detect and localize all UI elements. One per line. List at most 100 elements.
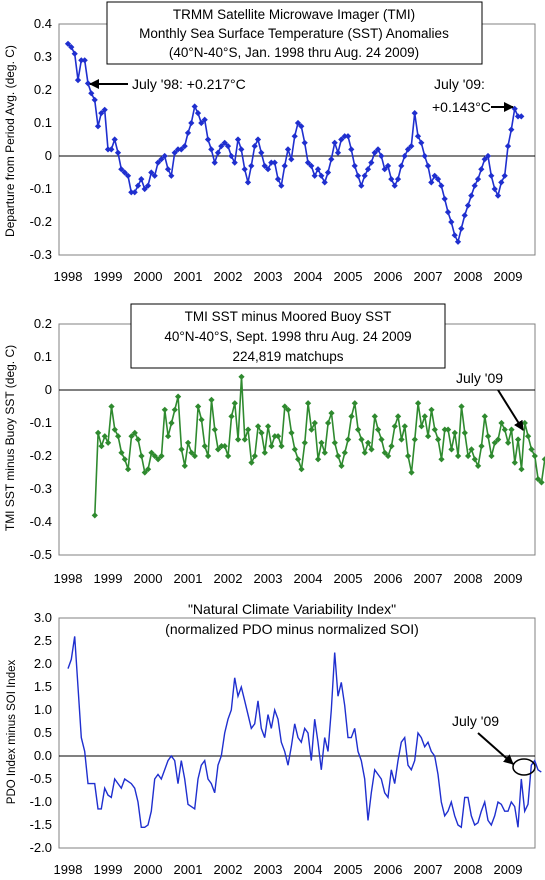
- y-tick-label: 0.5: [34, 725, 52, 740]
- data-point: [114, 149, 122, 156]
- y-tick-label: 0.1: [34, 349, 52, 364]
- data-point: [318, 439, 325, 446]
- data-point: [184, 129, 192, 137]
- data-point: [204, 452, 212, 460]
- data-point: [214, 446, 222, 453]
- data-point: [161, 406, 168, 413]
- y-tick-labels: 3.0 2.5 2.0 1.5 1.0 0.5 0.0 -0.5 -1.0 -1…: [30, 610, 52, 855]
- data-point: [478, 442, 485, 450]
- data-point: [294, 456, 302, 463]
- data-point: [384, 452, 392, 460]
- data-point: [278, 442, 285, 450]
- y-axis-label: TMI SST minus Buoy SST (deg. C): [3, 345, 17, 531]
- data-point: [268, 442, 275, 450]
- data-point: [198, 119, 205, 127]
- data-point: [328, 156, 335, 163]
- data-point: [178, 446, 185, 453]
- data-point: [438, 182, 445, 189]
- data-point: [254, 423, 262, 430]
- data-point: [448, 218, 455, 226]
- data-point: [494, 192, 502, 199]
- data-point: [471, 182, 478, 189]
- data-point: [474, 462, 482, 470]
- annotation-label: July '09: [456, 370, 503, 386]
- data-point: [348, 146, 355, 153]
- data-point: [194, 109, 202, 117]
- data-point: [284, 406, 292, 413]
- x-tick-label: 2008: [454, 862, 483, 877]
- x-tick-label: 2006: [374, 571, 403, 586]
- data-point: [378, 436, 385, 443]
- data-point: [361, 172, 368, 179]
- data-point: [411, 436, 418, 443]
- data-point: [91, 512, 98, 519]
- y-tick-label: -0.1: [30, 181, 52, 196]
- data-point: [401, 152, 408, 160]
- data-point: [394, 175, 402, 183]
- data-point: [164, 433, 172, 440]
- data-point: [208, 146, 215, 153]
- data-point: [158, 156, 165, 163]
- data-point: [434, 436, 442, 443]
- data-point: [444, 208, 452, 216]
- data-point: [268, 159, 275, 166]
- data-point: [161, 152, 168, 160]
- data-point: [478, 166, 485, 173]
- data-point: [338, 462, 345, 470]
- data-point: [301, 439, 308, 446]
- data-point: [104, 439, 112, 446]
- data-point: [484, 433, 492, 440]
- annotation-label: July '09:: [434, 76, 485, 92]
- data-point: [314, 456, 322, 463]
- x-tick-label: 1998: [54, 862, 83, 877]
- data-point: [474, 175, 482, 183]
- x-tick-label: 2009: [494, 862, 523, 877]
- x-tick-label: 2004: [294, 862, 323, 877]
- chart-title-line: "Natural Climate Variability Index": [188, 601, 396, 617]
- chart-title-line: TRMM Satellite Microwave Imager (TMI): [173, 7, 415, 22]
- y-tick-label: -1.0: [30, 794, 52, 809]
- data-point: [494, 436, 502, 443]
- y-tick-label: -0.3: [30, 481, 52, 496]
- data-point: [94, 123, 102, 130]
- annotation-label: +0.143°C: [432, 99, 491, 115]
- data-point: [518, 113, 525, 120]
- data-point: [331, 439, 338, 446]
- chart-title-line: (normalized PDO minus normalized SOI): [165, 621, 419, 637]
- data-point: [414, 400, 422, 407]
- x-tick-label: 2000: [134, 269, 163, 284]
- data-point: [351, 400, 358, 407]
- data-point: [334, 452, 342, 460]
- data-point: [171, 149, 178, 156]
- series-line: [94, 376, 545, 516]
- data-point: [468, 446, 475, 453]
- data-point: [401, 423, 408, 430]
- x-tick-labels: 1998 1999 2000 2001 2002 2003 2004 2005 …: [54, 862, 523, 877]
- data-point: [411, 109, 418, 117]
- data-point: [111, 136, 118, 143]
- series-line: [67, 43, 522, 245]
- data-point: [528, 446, 535, 453]
- data-point: [68, 43, 75, 51]
- data-point: [328, 409, 335, 417]
- chart-panel-tmi-minus-buoy: TMI SST minus Buoy SST (deg. C) 0.2 0.1 …: [3, 303, 545, 586]
- x-tick-label: 2003: [254, 571, 283, 586]
- data-point: [114, 433, 122, 440]
- data-point: [414, 133, 422, 140]
- y-tick-label: 2.5: [34, 633, 52, 648]
- data-point: [318, 172, 325, 179]
- y-tick-label: 1.0: [34, 702, 52, 717]
- data-series: [64, 40, 525, 245]
- chart-panel-tmi-sst-anomalies: Departure from Period Avg. (deg. C) 0.4 …: [3, 1, 536, 284]
- data-point: [428, 179, 435, 186]
- data-point: [418, 423, 425, 430]
- data-point: [121, 169, 128, 176]
- y-tick-label: 0.1: [34, 115, 52, 130]
- y-tick-label: -1.5: [30, 817, 52, 832]
- data-point: [291, 133, 298, 140]
- annotation-arrow: [477, 732, 514, 765]
- data-point: [471, 456, 478, 463]
- data-point: [421, 413, 428, 420]
- data-point: [498, 419, 505, 427]
